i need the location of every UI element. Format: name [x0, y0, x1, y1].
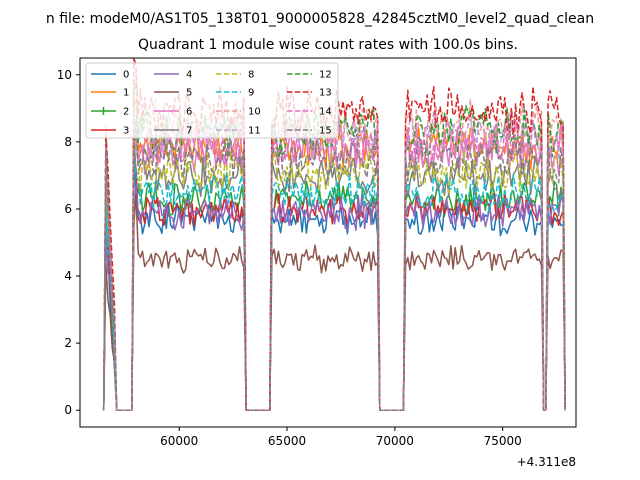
legend-label-15: 15	[319, 126, 332, 137]
series-line-15	[102, 118, 566, 411]
series-line-7	[102, 133, 566, 411]
series-line-12	[102, 81, 566, 411]
figure-suptitle: n file: modeM0/AS1T05_138T01_9000005828_…	[46, 11, 594, 27]
legend-frame	[85, 62, 339, 139]
legend-label-8: 8	[248, 70, 254, 81]
y-tick-label: 2	[64, 336, 72, 350]
x-axis: 60000 65000 70000 75000	[160, 427, 522, 448]
series-line-9	[102, 154, 566, 411]
legend-label-4: 4	[186, 70, 192, 81]
y-tick-label: 8	[64, 135, 72, 149]
legend-label-9: 9	[248, 88, 254, 99]
chart-title: Quadrant 1 module wise count rates with …	[138, 37, 518, 53]
x-tick-label: 60000	[160, 434, 198, 448]
legend-label-0: 0	[123, 70, 129, 81]
legend-label-1: 1	[123, 88, 129, 99]
legend-label-7: 7	[186, 126, 192, 137]
legend-label-10: 10	[248, 107, 261, 118]
y-tick-label: 10	[57, 68, 72, 82]
series-line-2	[102, 179, 566, 411]
y-tick-label: 4	[64, 269, 72, 283]
series-line-14	[102, 111, 566, 411]
legend-label-12: 12	[319, 70, 332, 81]
axes-frame	[79, 57, 577, 428]
series-line-8	[102, 121, 566, 411]
x-axis-offset-label: +4.311e8	[517, 455, 576, 469]
series-line-4	[102, 182, 566, 411]
x-tick-label: 65000	[268, 434, 306, 448]
legend-label-13: 13	[319, 88, 332, 99]
legend-label-11: 11	[248, 126, 261, 137]
legend-label-2: 2	[123, 107, 129, 118]
y-tick-label: 6	[64, 202, 72, 216]
legend-label-6: 6	[186, 107, 192, 118]
legend-label-5: 5	[186, 88, 192, 99]
x-tick-label: 70000	[376, 434, 414, 448]
series-line-5	[102, 194, 566, 411]
y-tick-label: 0	[64, 403, 72, 417]
legend-label-14: 14	[319, 107, 332, 118]
x-tick-label: 75000	[484, 434, 522, 448]
y-axis: 0 2 4 6 8 10	[57, 68, 80, 417]
legend-label-3: 3	[123, 126, 129, 137]
